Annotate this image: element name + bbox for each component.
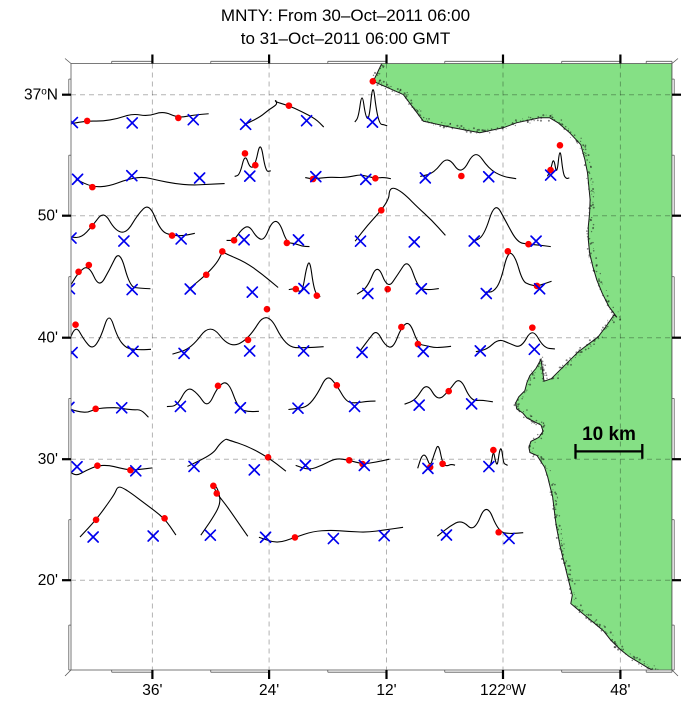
svg-text:37oN: 37oN: [24, 86, 58, 104]
svg-text:24': 24': [259, 682, 279, 699]
svg-text:36': 36': [142, 682, 162, 699]
svg-text:40': 40': [38, 330, 58, 347]
svg-text:30': 30': [38, 451, 58, 468]
svg-text:10 km: 10 km: [582, 424, 636, 445]
svg-text:48': 48': [610, 682, 630, 699]
svg-text:20': 20': [38, 572, 58, 589]
svg-text:12': 12': [376, 682, 396, 699]
svg-text:122oW: 122oW: [480, 682, 526, 700]
svg-text:50': 50': [38, 208, 58, 225]
